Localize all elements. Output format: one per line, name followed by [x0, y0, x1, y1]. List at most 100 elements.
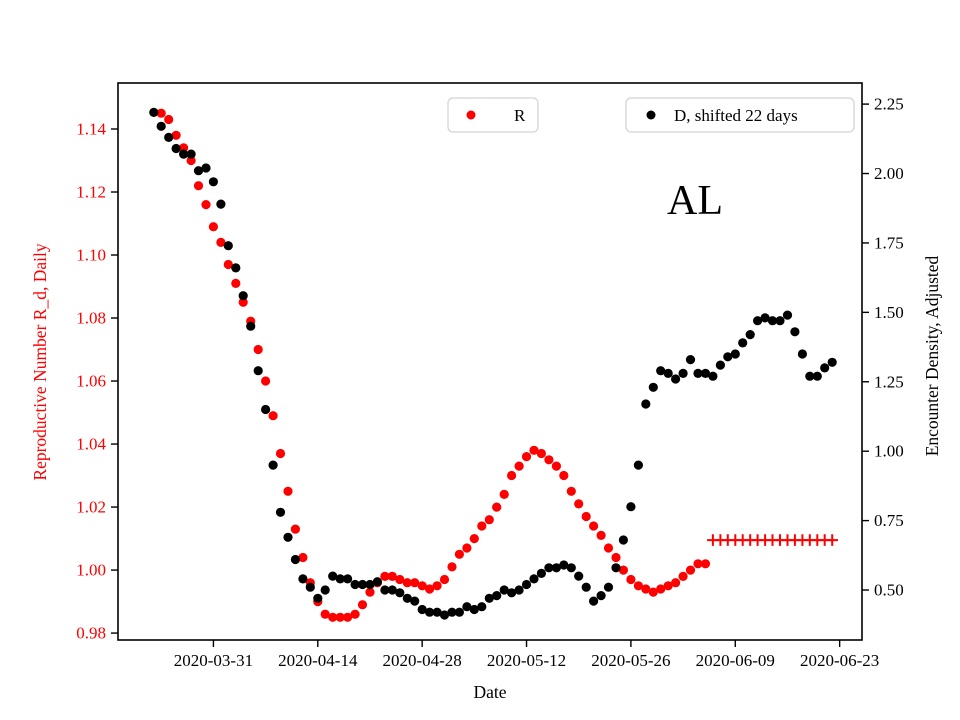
x-tick-label: 2020-05-12: [487, 651, 566, 670]
r-point: [439, 574, 450, 585]
r-point: [671, 578, 681, 588]
r-point: [335, 612, 345, 622]
r-point: [380, 571, 390, 582]
d-shifted-22-days-point: [671, 374, 681, 384]
state-annotation: AL: [667, 178, 723, 224]
d-shifted-22-days-point: [179, 149, 189, 159]
r-point: [693, 559, 703, 569]
r-point: [290, 524, 300, 534]
d-shifted-22-days-point: [343, 574, 353, 584]
d-shifted-22-days-point: [216, 199, 226, 209]
d-shifted-22-days-point: [208, 177, 218, 187]
r-point: [425, 584, 435, 594]
r-point: [551, 461, 562, 471]
d-shifted-22-days-point: [268, 460, 278, 470]
r-point: [447, 562, 457, 572]
d-shifted-22-days-point: [633, 460, 644, 470]
d-shifted-22-days-point: [730, 349, 740, 359]
r-point: [328, 612, 338, 622]
r-point: [581, 511, 591, 522]
y-left-tick-label: 0.98: [76, 624, 106, 643]
d-shifted-22-days-point: [380, 585, 390, 595]
d-shifted-22-days-point: [171, 143, 181, 154]
d-shifted-22-days-point: [246, 321, 256, 331]
d-shifted-22-days-point: [298, 574, 308, 584]
d-shifted-22-days-point: [492, 591, 502, 601]
r-point: [700, 559, 711, 569]
d-shifted-22-days-point: [320, 585, 330, 595]
x-tick-label: 2020-06-09: [696, 651, 775, 670]
d-shifted-22-days-point: [469, 604, 479, 615]
r-point: [559, 470, 569, 481]
r-point: [350, 609, 360, 619]
y-right-tick-label: 1.50: [874, 303, 904, 322]
d-shifted-22-days-point: [357, 579, 368, 590]
d-shifted-22-days-point: [544, 563, 554, 573]
r-point: [223, 259, 233, 270]
r-point: [514, 461, 524, 471]
d-shifted-22-days-point: [566, 563, 576, 573]
d-shifted-22-days-point: [529, 574, 539, 584]
d-shifted-22-days-point: [425, 607, 435, 617]
r-point: [484, 515, 494, 525]
y-right-tick-label: 0.75: [874, 511, 904, 530]
y-left-tick-label: 1.00: [76, 561, 106, 580]
d-shifted-22-days-point: [335, 574, 345, 584]
r-point: [238, 297, 248, 307]
d-shifted-22-days-point: [350, 579, 360, 590]
r-point: [529, 445, 539, 455]
legend-d-label: D, shifted 22 days: [674, 106, 798, 125]
y-left-tick-label: 1.04: [76, 435, 106, 454]
d-shifted-22-days-point: [186, 149, 196, 159]
d-shifted-22-days-point: [753, 316, 763, 326]
r-point: [521, 452, 532, 462]
r-point: [492, 502, 502, 512]
d-shifted-22-days-point: [797, 349, 808, 359]
r-point: [603, 543, 614, 553]
legend-d-frame: [625, 97, 855, 133]
r-point: [477, 521, 487, 531]
d-shifted-22-days-point: [708, 371, 718, 381]
r-point: [216, 237, 226, 247]
d-shifted-22-days-point: [685, 355, 696, 365]
r-point: [648, 587, 658, 597]
d-shifted-22-days-point: [745, 330, 755, 340]
d-shifted-22-days-point: [775, 316, 785, 326]
y-right-tick-label: 1.25: [874, 372, 904, 391]
d-shifted-22-days-point: [439, 610, 450, 620]
d-shifted-22-days-point: [462, 602, 472, 612]
y-left-tick-label: 1.14: [76, 119, 106, 138]
d-shifted-22-days-point: [760, 313, 770, 323]
d-shifted-22-days-point: [663, 368, 673, 378]
r-point: [417, 581, 427, 591]
plot-area: 2020-03-31 2020-04-14 2020-04-28 2020-05-12…: [76, 82, 904, 670]
r-point: [171, 130, 181, 140]
d-shifted-22-days-point: [410, 596, 420, 606]
r-point: [626, 574, 636, 585]
d-shifted-22-days-point: [536, 568, 547, 579]
plot-frame: [117, 82, 863, 641]
d-shifted-22-days-point: [603, 582, 614, 592]
d-shifted-22-days-point: [253, 366, 263, 376]
r-point: [208, 222, 218, 232]
r-point: [432, 581, 442, 591]
r-point: [320, 609, 330, 619]
r-point: [589, 521, 599, 531]
d-shifted-22-days-point: [693, 368, 703, 378]
r-point: [656, 584, 666, 594]
r-point: [231, 278, 241, 288]
r-point: [298, 552, 308, 563]
r-point: [596, 530, 606, 541]
d-shifted-22-days-point: [275, 507, 286, 517]
d-shifted-22-days-point: [372, 577, 382, 587]
d-shifted-22-days-point: [581, 582, 591, 592]
legend-r-frame: [447, 97, 539, 133]
d-shifted-22-days-point: [656, 366, 666, 376]
y-left-tick-label: 1.08: [76, 309, 106, 328]
d-shifted-22-days-point: [223, 241, 233, 251]
r-point: [462, 543, 472, 553]
y-right-tick-label: 2.00: [874, 164, 904, 183]
d-shifted-22-days-point: [283, 532, 293, 542]
d-shifted-22-days-point: [648, 382, 658, 392]
